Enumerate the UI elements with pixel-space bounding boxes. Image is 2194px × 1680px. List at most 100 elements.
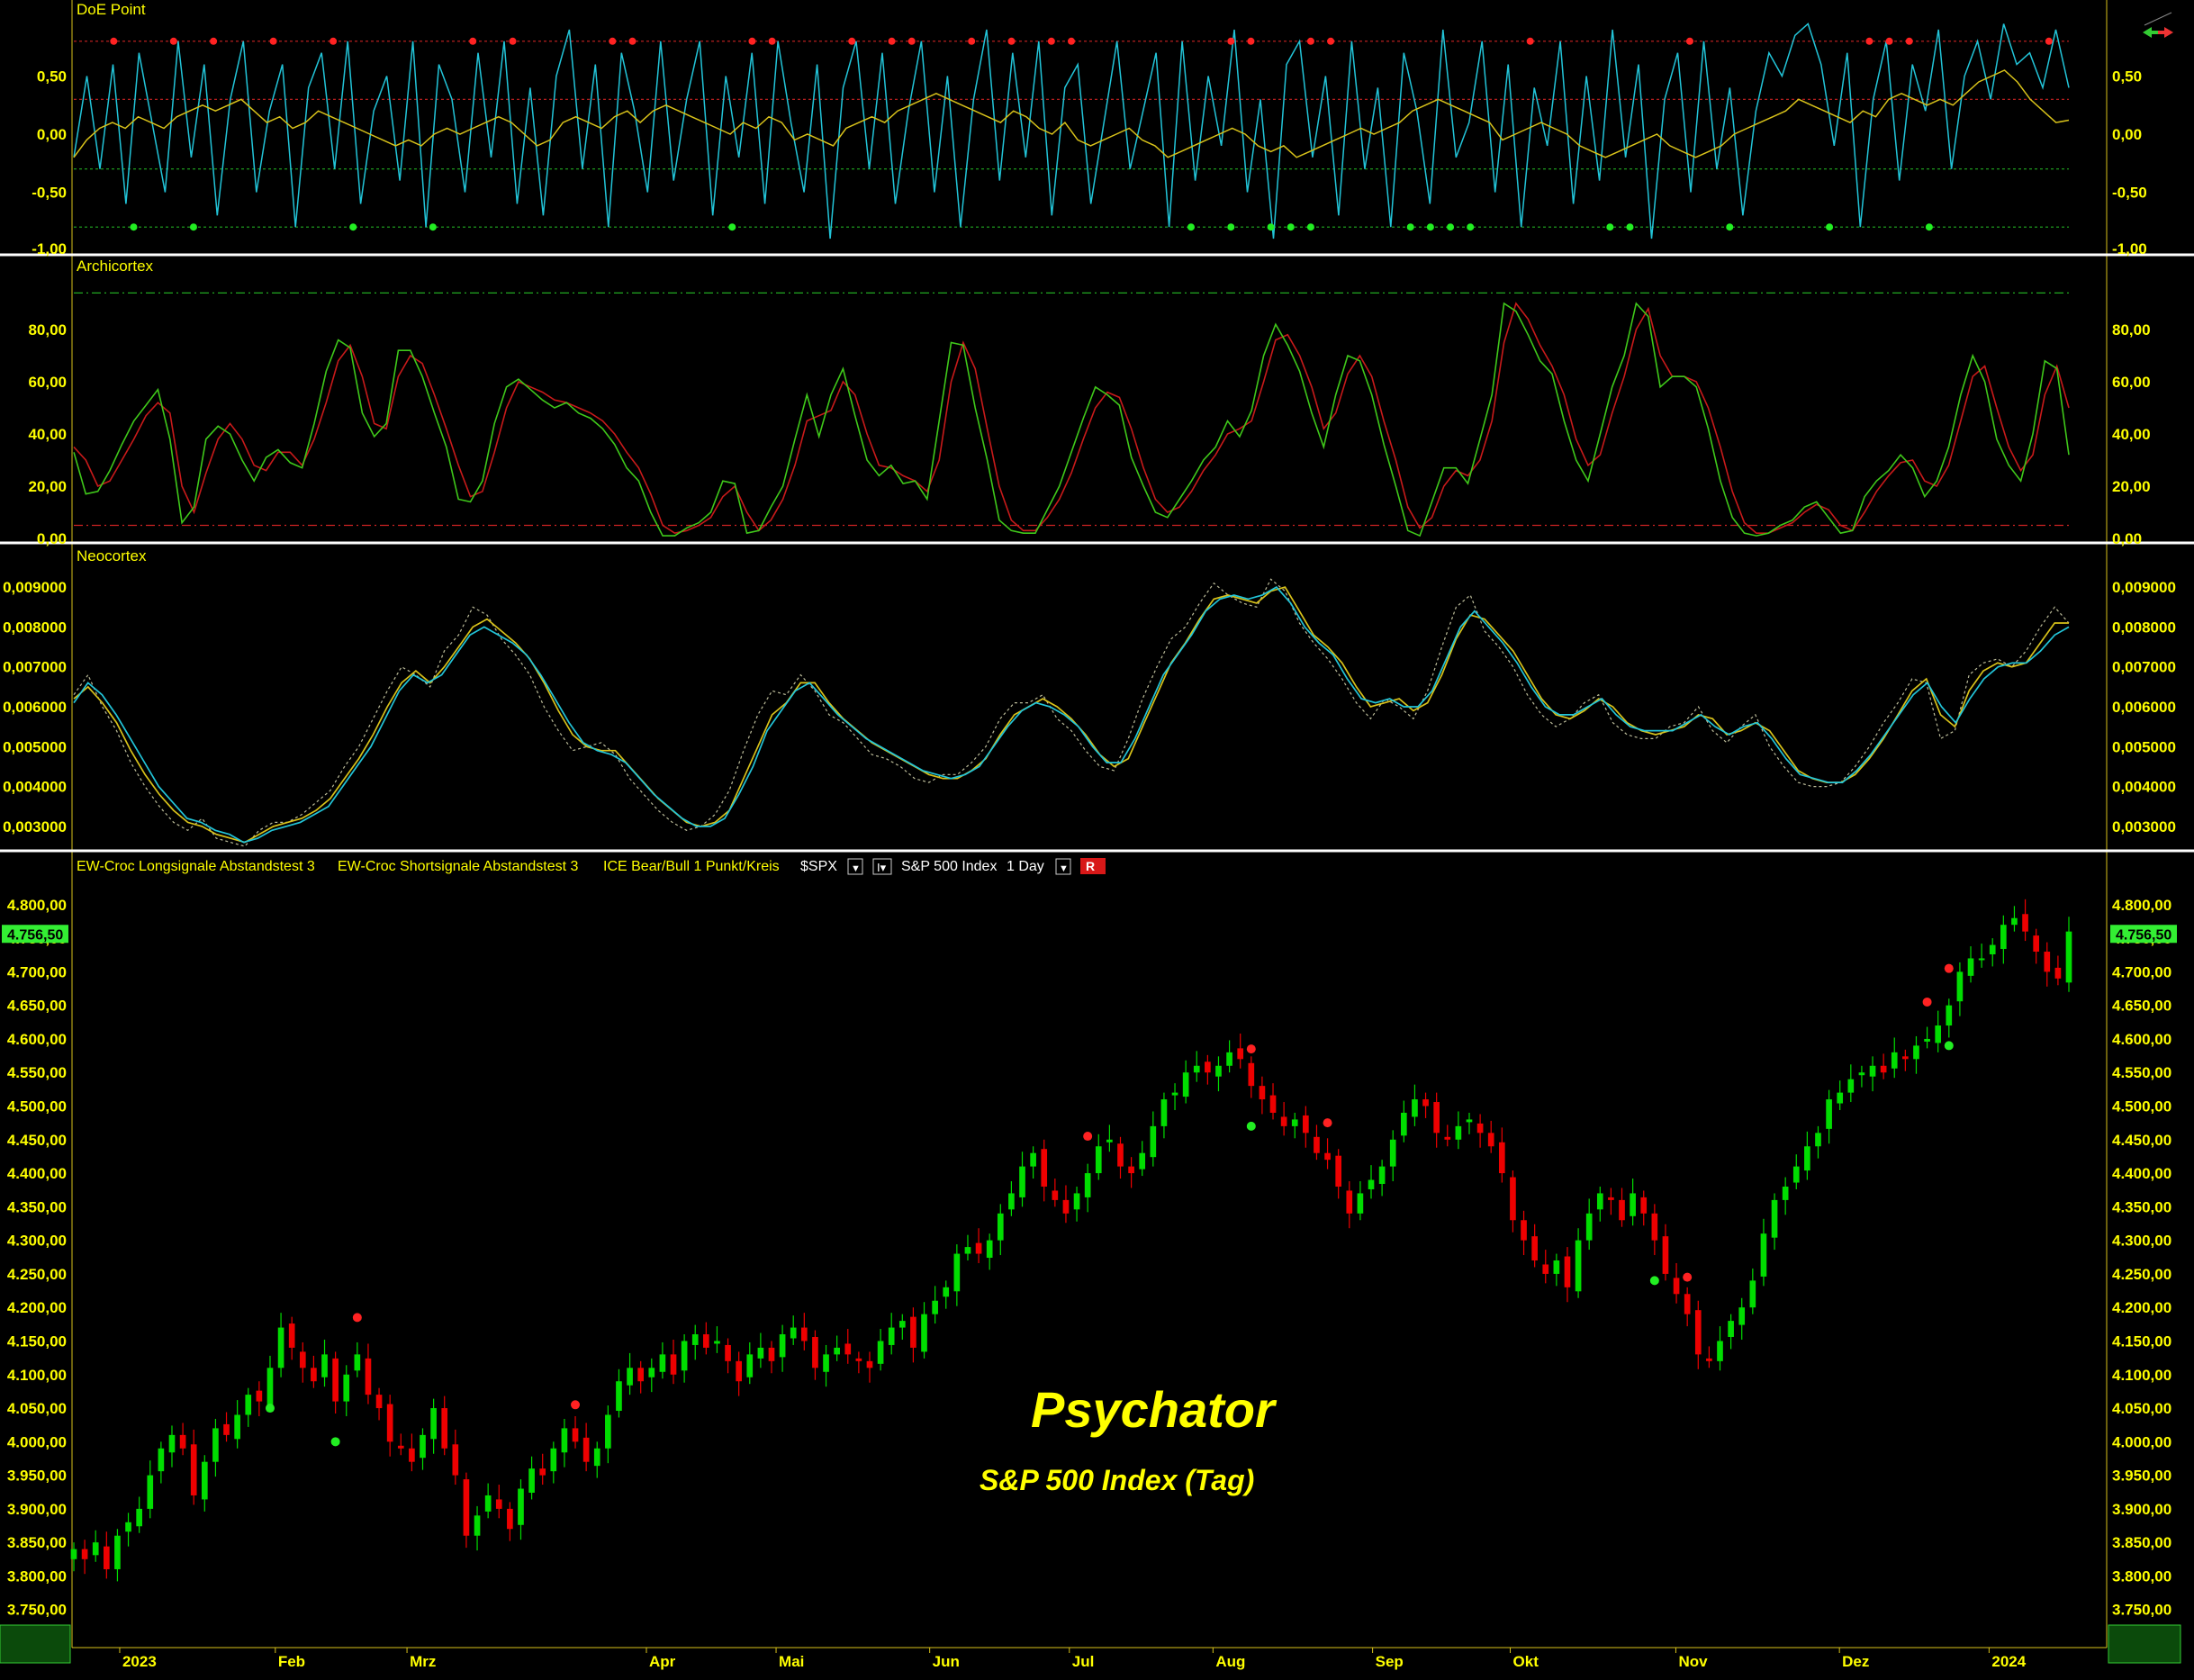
candle-body[interactable] bbox=[800, 1327, 808, 1341]
candle-body[interactable] bbox=[223, 1423, 230, 1435]
candle-body[interactable] bbox=[1062, 1199, 1070, 1214]
candle-body[interactable] bbox=[495, 1499, 502, 1509]
candle-body[interactable] bbox=[1117, 1143, 1124, 1167]
interval-label[interactable]: 1 Day bbox=[1007, 859, 1044, 874]
candle-body[interactable] bbox=[1858, 1072, 1865, 1076]
candle-body[interactable] bbox=[1946, 1005, 1953, 1026]
candle-body[interactable] bbox=[1357, 1193, 1364, 1214]
candle-body[interactable] bbox=[92, 1542, 99, 1556]
candle-body[interactable] bbox=[681, 1341, 688, 1371]
candle-body[interactable] bbox=[877, 1341, 884, 1364]
candle-body[interactable] bbox=[1924, 1038, 1930, 1042]
candle-body[interactable] bbox=[518, 1488, 524, 1525]
candle-body[interactable] bbox=[1215, 1065, 1222, 1077]
candle-body[interactable] bbox=[1564, 1256, 1571, 1287]
candle-body[interactable] bbox=[714, 1341, 720, 1344]
candle-body[interactable] bbox=[1804, 1146, 1810, 1171]
candle-body[interactable] bbox=[1193, 1065, 1200, 1073]
candle-body[interactable] bbox=[277, 1327, 284, 1368]
candle-body[interactable] bbox=[168, 1434, 176, 1453]
candle-body[interactable] bbox=[1913, 1045, 1919, 1060]
legend-ice[interactable]: ICE Bear/Bull 1 Punkt/Kreis bbox=[603, 859, 780, 874]
candle-body[interactable] bbox=[1630, 1193, 1636, 1216]
candle-body[interactable] bbox=[572, 1428, 579, 1442]
candle-body[interactable] bbox=[2065, 931, 2072, 983]
candle-body[interactable] bbox=[1531, 1236, 1538, 1260]
candle-body[interactable] bbox=[1052, 1190, 1059, 1200]
candle-body[interactable] bbox=[997, 1213, 1004, 1241]
candle-body[interactable] bbox=[844, 1343, 852, 1355]
candle-body[interactable] bbox=[1422, 1099, 1429, 1106]
candle-body[interactable] bbox=[190, 1444, 197, 1495]
candle-body[interactable] bbox=[1673, 1278, 1680, 1295]
candle-body[interactable] bbox=[1553, 1260, 1560, 1274]
candle-body[interactable] bbox=[179, 1434, 186, 1449]
candle-body[interactable] bbox=[1466, 1119, 1473, 1123]
candle-body[interactable] bbox=[1880, 1065, 1887, 1073]
candle-body[interactable] bbox=[1259, 1086, 1266, 1100]
candle-body[interactable] bbox=[1662, 1236, 1669, 1274]
candle-body[interactable] bbox=[1596, 1193, 1603, 1210]
candle-body[interactable] bbox=[1619, 1199, 1625, 1221]
candle-body[interactable] bbox=[888, 1327, 895, 1345]
candle-body[interactable] bbox=[1019, 1166, 1025, 1197]
candle-body[interactable] bbox=[409, 1448, 415, 1462]
candle-body[interactable] bbox=[288, 1323, 295, 1348]
candle-body[interactable] bbox=[659, 1354, 666, 1372]
candle-body[interactable] bbox=[736, 1360, 742, 1382]
candle-body[interactable] bbox=[1455, 1125, 1462, 1140]
candle-body[interactable] bbox=[70, 1549, 77, 1559]
candle-body[interactable] bbox=[1182, 1072, 1189, 1097]
candle-body[interactable] bbox=[266, 1368, 274, 1406]
candle-body[interactable] bbox=[528, 1468, 535, 1493]
candle-body[interactable] bbox=[1771, 1199, 1778, 1238]
candle-body[interactable] bbox=[2000, 925, 2007, 950]
candle-body[interactable] bbox=[1346, 1190, 1353, 1214]
candle-body[interactable] bbox=[474, 1515, 481, 1536]
candle-body[interactable] bbox=[812, 1337, 818, 1368]
candle-body[interactable] bbox=[234, 1414, 240, 1440]
candle-body[interactable] bbox=[201, 1461, 208, 1500]
candle-body[interactable] bbox=[605, 1414, 611, 1449]
candle-body[interactable] bbox=[2011, 917, 2018, 926]
candle-body[interactable] bbox=[1487, 1133, 1494, 1147]
candle-body[interactable] bbox=[354, 1354, 361, 1371]
candle-body[interactable] bbox=[1826, 1099, 1832, 1129]
candle-body[interactable] bbox=[582, 1437, 590, 1462]
legend-long-signals[interactable]: EW-Croc Longsignale Abstandstest 3 bbox=[77, 859, 315, 874]
candle-body[interactable] bbox=[507, 1508, 513, 1530]
candle-body[interactable] bbox=[1073, 1193, 1080, 1210]
candle-body[interactable] bbox=[1248, 1062, 1255, 1087]
candle-body[interactable] bbox=[2022, 914, 2028, 932]
candle-body[interactable] bbox=[1510, 1177, 1516, 1221]
candle-body[interactable] bbox=[1935, 1025, 1942, 1043]
candle-body[interactable] bbox=[921, 1314, 927, 1352]
candle-body[interactable] bbox=[1269, 1095, 1277, 1113]
candle-body[interactable] bbox=[2033, 935, 2040, 953]
candle-body[interactable] bbox=[670, 1354, 677, 1375]
candle-body[interactable] bbox=[757, 1347, 764, 1359]
candle-body[interactable] bbox=[299, 1351, 306, 1368]
candle-body[interactable] bbox=[746, 1354, 754, 1377]
candle-body[interactable] bbox=[855, 1358, 862, 1361]
series-type-dropdown[interactable] bbox=[872, 858, 892, 875]
candle-body[interactable] bbox=[550, 1448, 557, 1472]
candle-body[interactable] bbox=[1303, 1115, 1309, 1134]
candle-body[interactable] bbox=[1902, 1056, 1909, 1060]
candle-body[interactable] bbox=[1084, 1173, 1091, 1197]
candle-body[interactable] bbox=[1389, 1139, 1396, 1167]
candle-body[interactable] bbox=[953, 1253, 961, 1292]
candle-body[interactable] bbox=[1335, 1155, 1342, 1187]
candle-body[interactable] bbox=[1575, 1240, 1582, 1292]
interval-dropdown[interactable] bbox=[1055, 858, 1071, 875]
candle-body[interactable] bbox=[484, 1495, 492, 1512]
candle-body[interactable] bbox=[1444, 1136, 1451, 1140]
candle-body[interactable] bbox=[463, 1479, 470, 1536]
candle-body[interactable] bbox=[158, 1448, 165, 1472]
candle-body[interactable] bbox=[1106, 1139, 1113, 1143]
candle-body[interactable] bbox=[321, 1354, 328, 1377]
candle-body[interactable] bbox=[1008, 1193, 1015, 1210]
candle-body[interactable] bbox=[648, 1368, 655, 1377]
candle-body[interactable] bbox=[834, 1347, 840, 1355]
candle-body[interactable] bbox=[1128, 1166, 1134, 1174]
